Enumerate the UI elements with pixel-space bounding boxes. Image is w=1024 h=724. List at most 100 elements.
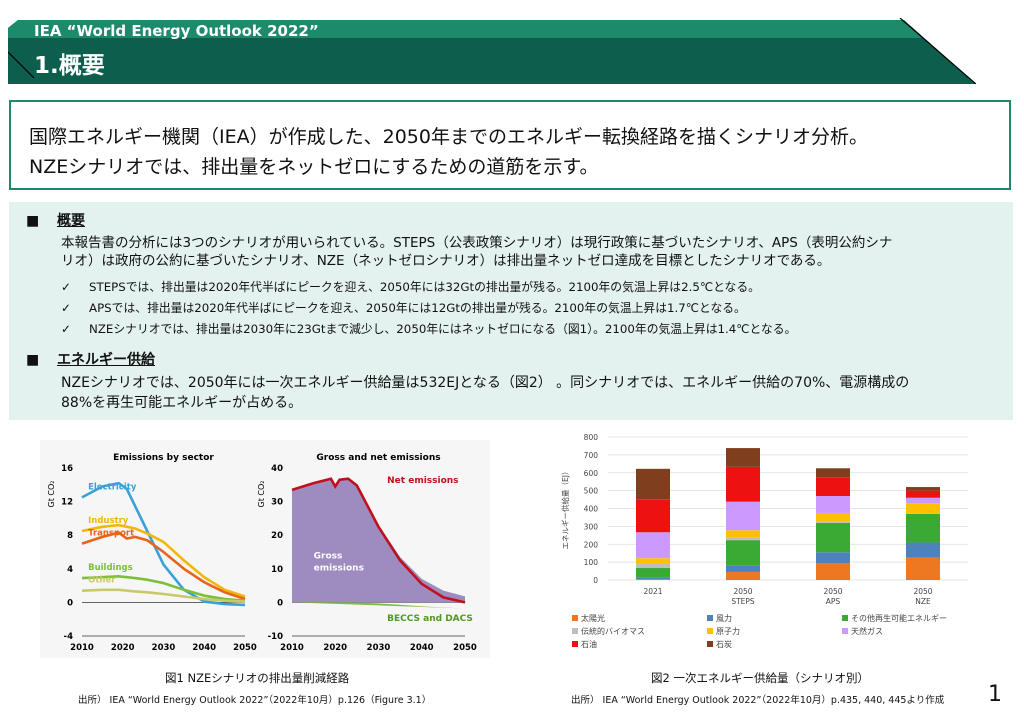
x-tick-label: 2030: [367, 643, 391, 653]
bar-segment: [636, 568, 670, 578]
overview-text-line-1: 本報告書の分析には3つのシナリオが用いられている。STEPS（公表政策シナリオ）…: [61, 235, 893, 251]
overview-text: 本報告書の分析には3つのシナリオが用いられている。STEPS（公表政策シナリオ）…: [61, 234, 892, 270]
legend-swatch: [707, 628, 713, 634]
beccs-dacs-area: [292, 602, 465, 609]
figure2-caption: 図2 一次エネルギー供給量（シナリオ別）: [651, 671, 869, 685]
x-tick-label: 2050: [733, 587, 752, 596]
bar-segment: [906, 490, 940, 498]
legend-swatch: [572, 641, 578, 647]
legend-swatch: [707, 641, 713, 647]
legend-label: 原子力: [716, 626, 740, 636]
overview-bullet: ✓ STEPSでは、排出量は2020年代半ばにピークを迎え、2050年には32Gt…: [61, 278, 760, 295]
bar-segment: [726, 466, 760, 502]
detail-panel: [9, 202, 1013, 420]
legend-swatch: [572, 628, 578, 634]
page-number: 1: [988, 682, 1002, 707]
y-tick-label: -10: [268, 632, 283, 642]
y-tick-label: 20: [271, 531, 283, 541]
y-tick-label: 4: [67, 565, 73, 575]
bar-segment: [636, 499, 670, 533]
check-icon: ✓: [61, 322, 71, 336]
header-subtitle: IEA “World Energy Outlook 2022”: [34, 22, 319, 40]
y-tick-label: 16: [61, 464, 73, 474]
bar-segment: [726, 530, 760, 538]
legend-label: 石油: [581, 639, 597, 649]
bar-segment: [636, 563, 670, 569]
x-tick-label: 2040: [192, 643, 216, 653]
supply-text-line-2: 88%を再生可能エネルギーが占める。: [61, 395, 303, 411]
bar-segment: [726, 540, 760, 566]
bar-segment: [906, 513, 940, 543]
legend-swatch: [572, 615, 578, 621]
figure1-caption: 図1 NZEシナリオの排出量削減経路: [165, 671, 350, 685]
bar-segment: [816, 521, 850, 523]
overview-bullet: ✓ APSでは、排出量は2020年代半ばにピークを迎え、2050年には12Gtの排…: [61, 299, 746, 316]
series-label: Other: [88, 576, 116, 586]
x-tick-label: APS: [826, 597, 841, 606]
x-tick-label: NZE: [915, 597, 931, 606]
y-tick-label: 500: [584, 487, 599, 496]
bar-segment: [906, 497, 940, 504]
overview-bullet: ✓ NZEシナリオでは、排出量は2030年に23Gtまで減少し、2050年にはネッ…: [61, 320, 796, 337]
overview-heading-text: 概要: [56, 213, 85, 229]
figure2-source: 出所） IEA “World Energy Outlook 2022”（2022…: [571, 695, 945, 706]
bar-segment: [636, 577, 670, 580]
summary-box: 国際エネルギー機関（IEA）が作成した、2050年までのエネルギー転換経路を描く…: [9, 100, 1011, 190]
x-tick-label: 2021: [643, 587, 662, 596]
bar-segment: [726, 571, 760, 580]
y-tick-label: 0: [593, 576, 598, 585]
y-tick-label: 600: [584, 469, 599, 478]
gross-emissions-area: [292, 478, 465, 603]
overview-bullet-text: APSでは、排出量は2020年代半ばにピークを迎え、2050年には12Gtの排出…: [89, 301, 746, 315]
y-tick-label: 30: [271, 498, 283, 508]
x-tick-label: 2010: [280, 643, 304, 653]
supply-text-line-1: NZEシナリオでは、2050年には一次エネルギー供給量は532EJとなる（図2）…: [61, 375, 910, 391]
y-tick-label: 10: [271, 565, 283, 575]
bar-segment: [816, 522, 850, 553]
x-tick-label: 2040: [410, 643, 434, 653]
bar-segment: [906, 503, 940, 514]
legend-swatch: [707, 615, 713, 621]
overview-bullet-text: STEPSでは、排出量は2020年代半ばにピークを迎え、2050年には32Gtの…: [89, 280, 760, 294]
x-tick-label: 2030: [152, 643, 176, 653]
chart-title: Emissions by sector: [113, 453, 214, 463]
square-bullet-icon: ■: [26, 213, 40, 229]
y-axis-label: エネルギー供給量（EJ）: [560, 468, 570, 550]
series-line-transport: [81, 531, 246, 601]
check-icon: ✓: [61, 301, 71, 315]
summary-line-2: NZEシナリオでは、排出量をネットゼロにするための道筋を示す。: [29, 156, 599, 178]
legend-label: 天然ガス: [851, 626, 883, 636]
bar-segment: [816, 512, 850, 522]
x-tick-label: 2050: [453, 643, 477, 653]
x-tick-label: 2020: [323, 643, 347, 653]
y-tick-label: 40: [271, 464, 283, 474]
bar-segment: [906, 542, 940, 558]
bar-segment: [906, 487, 940, 491]
check-icon: ✓: [61, 280, 71, 294]
series-line-electricity: [81, 481, 246, 607]
supply-text: NZEシナリオでは、2050年には一次エネルギー供給量は532EJとなる（図2）…: [61, 373, 909, 413]
overview-bullet-text: NZEシナリオでは、排出量は2030年に23Gtまで減少し、2050年にはネット…: [89, 322, 797, 336]
series-label: Buildings: [88, 563, 133, 573]
bar-segment: [636, 579, 670, 580]
legend-label: その他再生可能エネルギー: [851, 613, 947, 623]
legend-label: 太陽光: [581, 613, 605, 623]
square-bullet-icon: ■: [26, 352, 40, 368]
y-tick-label: -4: [64, 632, 74, 642]
y-axis-label: Gt CO₂: [47, 481, 56, 508]
y-axis-label: Gt CO₂: [257, 481, 266, 508]
series-line-buildings: [81, 575, 246, 603]
y-tick-label: 100: [584, 558, 599, 567]
legend-swatch: [842, 615, 848, 621]
header-band: [8, 18, 976, 84]
series-label: BECCS and DACS: [387, 614, 473, 624]
y-tick-label: 400: [584, 505, 599, 514]
y-tick-label: 0: [67, 598, 73, 608]
bar-segment: [726, 501, 760, 531]
y-tick-label: 700: [584, 451, 599, 460]
series-label: Net emissions: [387, 476, 458, 486]
y-tick-label: 800: [584, 433, 599, 442]
chart-title: Gross and net emissions: [316, 453, 440, 463]
series-line-other: [81, 588, 246, 603]
legend-label: 風力: [716, 613, 732, 623]
